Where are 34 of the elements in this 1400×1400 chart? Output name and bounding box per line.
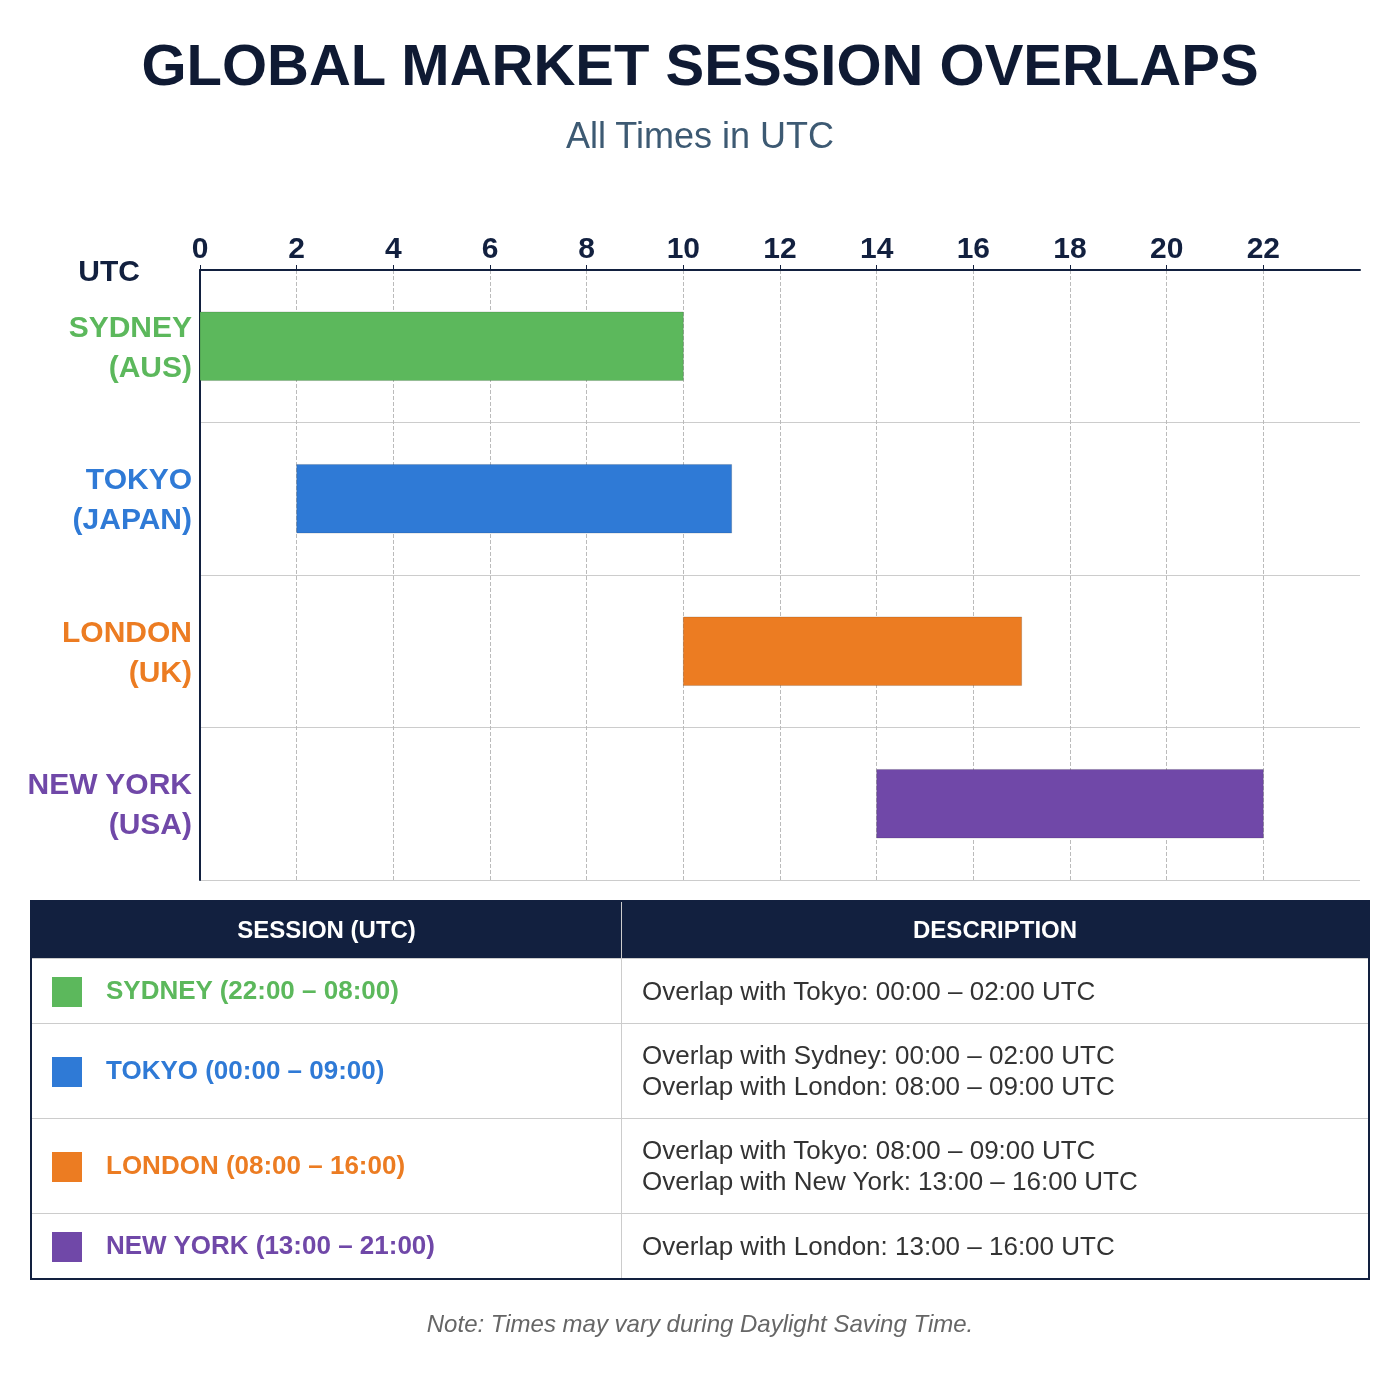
- x-tick-label: 22: [1246, 230, 1281, 264]
- bar: [296, 463, 733, 534]
- text: DESCRIPTION: [621, 901, 1369, 959]
- text: Overlap with Tokyo: 00:00 – 02:00 UTC: [621, 958, 1369, 1024]
- y-tick-label: SYDNEY (AUS): [68, 309, 192, 383]
- x-tick-label: 10: [666, 230, 701, 264]
- text: Overlap with Sydney: 00:00 – 02:00 UTC Overlap with London: 08:00 – 09:00 UTC: [621, 1023, 1369, 1119]
- chart-title: GLOBAL MARKET SESSION OVERLAPS: [141, 31, 1259, 97]
- text: NEW YORK (13:00 – 21:00): [106, 1230, 435, 1261]
- x-tick-label: 14: [859, 230, 894, 264]
- y-tick-label: TOKYO (JAPAN): [72, 462, 192, 536]
- x-tick-label: 20: [1149, 230, 1184, 264]
- y-tick-label: NEW YORK (USA): [27, 767, 193, 841]
- x-tick-label: 8: [578, 230, 596, 264]
- bar: [682, 616, 1023, 687]
- chart-subtitle: All Times in UTC: [565, 114, 835, 156]
- x-tick-label: 0: [191, 230, 209, 264]
- text: SESSION (UTC): [31, 901, 622, 959]
- text: TOKYO (00:00 – 09:00): [106, 1055, 385, 1086]
- text: Note: Times may vary during Daylight Saving Time.: [425, 1310, 975, 1339]
- x-axis-title: UTC: [78, 253, 140, 287]
- text: LONDON (08:00 – 16:00): [106, 1150, 406, 1181]
- bar: [199, 311, 684, 382]
- x-tick-label: 18: [1053, 230, 1087, 264]
- x-tick-label: 16: [956, 230, 991, 264]
- text: SYDNEY (22:00 – 08:00): [106, 975, 399, 1005]
- bar: [876, 768, 1264, 839]
- x-tick-label: 12: [763, 230, 797, 264]
- x-tick-label: 4: [384, 230, 402, 264]
- x-tick-label: 2: [288, 230, 306, 264]
- y-tick-label: LONDON (UK): [62, 614, 192, 688]
- text: Overlap with London: 13:00 – 16:00 UTC: [621, 1213, 1369, 1280]
- x-tick-label: 6: [481, 230, 499, 264]
- text: Overlap with Tokyo: 08:00 – 09:00 UTC Overlap with New York: 13:00 – 16:00 UTC: [621, 1118, 1369, 1214]
